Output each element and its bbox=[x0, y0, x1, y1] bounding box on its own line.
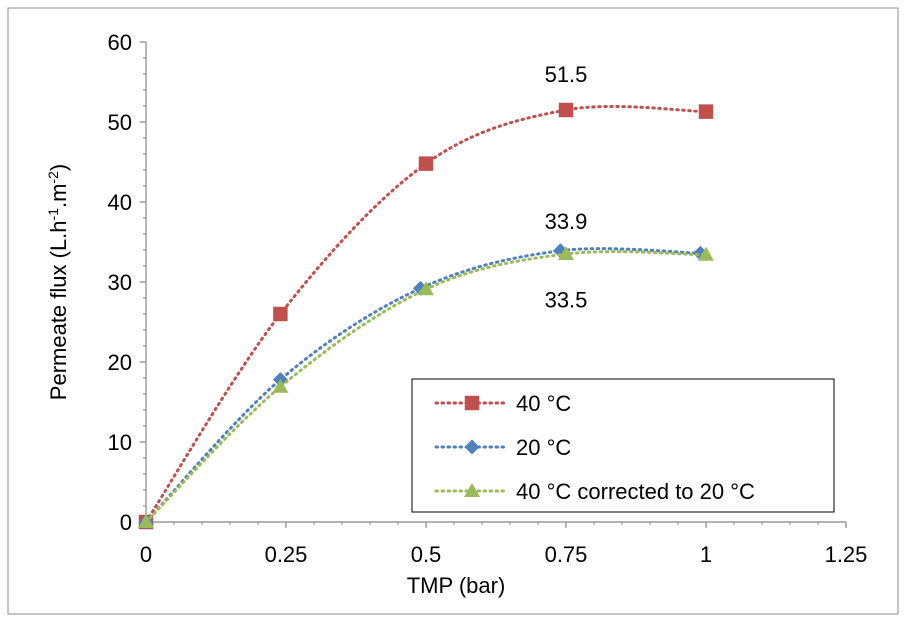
x-tick-label: 0.25 bbox=[265, 542, 308, 567]
data-point-diamond bbox=[692, 245, 708, 261]
legend-box bbox=[411, 378, 835, 513]
data-point-triangle bbox=[418, 281, 434, 296]
y-tick-label: 20 bbox=[108, 350, 132, 375]
legend-marker-diamond bbox=[464, 439, 480, 455]
data-label: 51.5 bbox=[545, 62, 588, 87]
y-axis-title-superscript: -2 bbox=[45, 171, 61, 184]
y-axis-title: Permeate flux (L.h-1.m-2) bbox=[45, 164, 71, 400]
data-label: 33.5 bbox=[545, 288, 588, 313]
data-point-square bbox=[558, 102, 574, 118]
y-axis-title-part: ) bbox=[46, 164, 71, 171]
y-axis-title-superscript: -1 bbox=[45, 208, 61, 221]
legend-label: 20 °C bbox=[516, 435, 571, 460]
y-axis-title-part: .m bbox=[46, 184, 71, 208]
x-tick-label: 0.75 bbox=[545, 542, 588, 567]
x-tick-label: 0.5 bbox=[411, 542, 442, 567]
x-tick-label: 1.25 bbox=[825, 542, 868, 567]
legend-label: 40 °C corrected to 20 °C bbox=[516, 479, 755, 504]
series-layer bbox=[138, 102, 714, 530]
series-40-c-corrected-to-20-c bbox=[138, 246, 714, 528]
legend: 40 °C 20 °C 40 °C corrected to 20 °C bbox=[411, 378, 835, 513]
data-point-triangle bbox=[698, 246, 714, 261]
series-line-20-c bbox=[144, 247, 702, 524]
y-axis-title-part: Permeate flux (L.h bbox=[46, 220, 71, 400]
axes: 0 10 20 30 40 50 60 0 0.25 0.5 0.75 1 1.25 bbox=[108, 30, 868, 567]
data-point-square bbox=[418, 156, 434, 171]
legend-entry: 40 °C bbox=[434, 391, 571, 416]
legend-marker-triangle bbox=[464, 483, 480, 497]
x-tick-label: 1 bbox=[700, 542, 712, 567]
data-point-triangle bbox=[138, 514, 154, 528]
x-axis-title: TMP (bar) bbox=[407, 573, 506, 598]
x-tick-label: 0 bbox=[140, 542, 152, 567]
data-point-triangle bbox=[558, 246, 574, 260]
y-tick-label: 0 bbox=[120, 510, 132, 535]
data-point-square bbox=[698, 104, 714, 119]
legend-label: 40 °C bbox=[516, 391, 571, 416]
y-tick-label: 30 bbox=[108, 270, 132, 295]
y-tick-label: 40 bbox=[108, 190, 132, 215]
legend-entry: 20 °C bbox=[434, 435, 571, 460]
legend-entry: 40 °C corrected to 20 °C bbox=[434, 479, 755, 504]
series-line-40-c bbox=[144, 105, 708, 524]
y-tick-label: 10 bbox=[108, 430, 132, 455]
legend-marker-square bbox=[464, 395, 480, 411]
data-point-triangle bbox=[272, 378, 289, 393]
data-label: 33.9 bbox=[545, 209, 588, 234]
y-tick-label: 50 bbox=[108, 110, 132, 135]
annotation-layer: 51.5 33.9 33.5 bbox=[545, 62, 588, 313]
data-point-square bbox=[273, 306, 288, 322]
y-tick-label: 60 bbox=[108, 30, 132, 55]
